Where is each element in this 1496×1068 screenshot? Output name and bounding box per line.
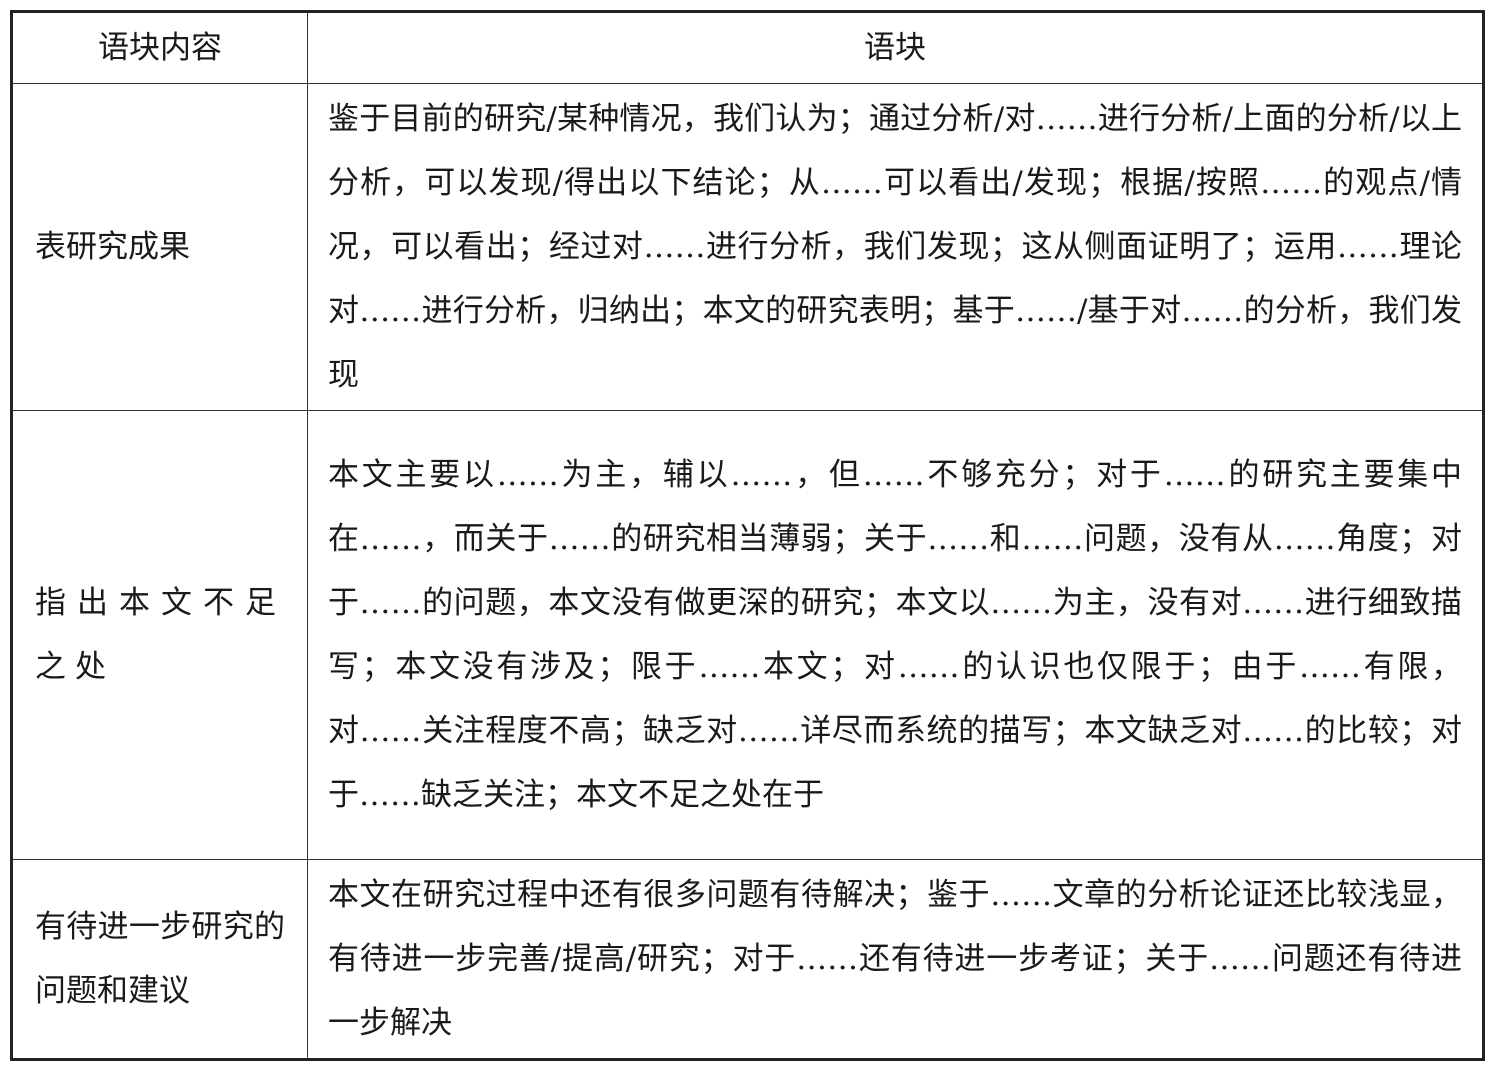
- row-category: 指出本文不足之处: [11, 410, 308, 860]
- table-row: 有待进一步研究的问题和建议 本文在研究过程中还有很多问题有待解决；鉴于……文章的…: [11, 859, 1484, 1060]
- header-category: 语块内容: [11, 11, 308, 84]
- row-chunks: 本文在研究过程中还有很多问题有待解决；鉴于……文章的分析论证还比较浅显，有待进一…: [307, 859, 1484, 1060]
- row-category: 表研究成果: [11, 83, 308, 411]
- row-chunks: 鉴于目前的研究/某种情况，我们认为；通过分析/对……进行分析/上面的分析/以上分…: [307, 83, 1484, 411]
- table-row: 表研究成果 鉴于目前的研究/某种情况，我们认为；通过分析/对……进行分析/上面的…: [11, 83, 1484, 411]
- row-chunks: 本文主要以……为主，辅以……，但……不够充分；对于……的研究主要集中在……，而关…: [307, 410, 1484, 860]
- header-chunks: 语块: [307, 11, 1484, 84]
- table-row: 指出本文不足之处 本文主要以……为主，辅以……，但……不够充分；对于……的研究主…: [11, 410, 1484, 860]
- chunk-table: 语块内容 语块 表研究成果 鉴于目前的研究/某种情况，我们认为；通过分析/对………: [10, 10, 1485, 1061]
- header-row: 语块内容 语块: [11, 11, 1484, 84]
- row-category: 有待进一步研究的问题和建议: [11, 859, 308, 1060]
